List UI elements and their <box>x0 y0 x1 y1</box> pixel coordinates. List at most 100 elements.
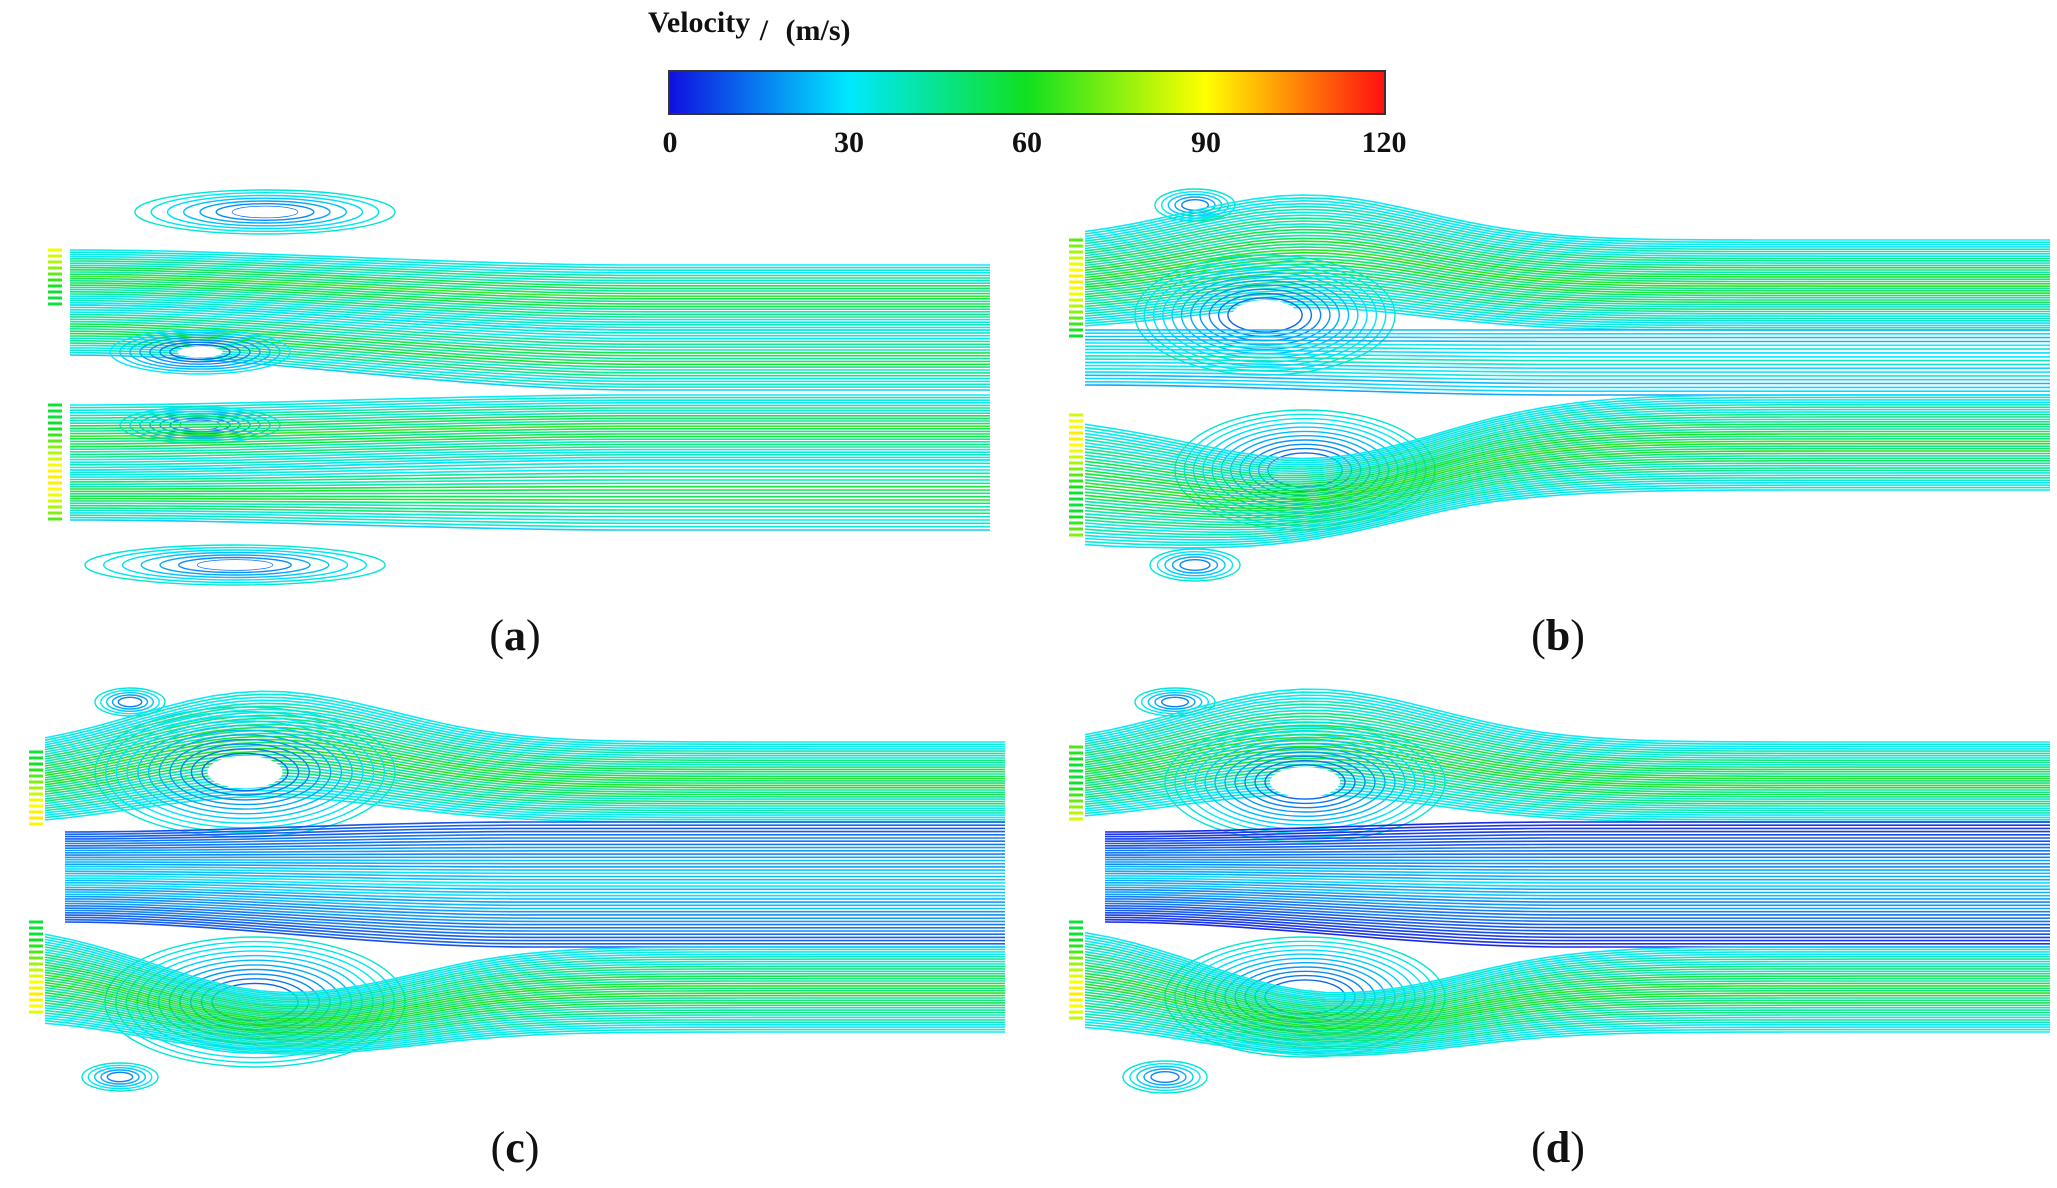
vortex-ring <box>121 549 349 581</box>
streamline <box>1084 1013 2050 1048</box>
vortex-ring <box>100 689 160 715</box>
streamline <box>1084 228 2050 269</box>
streamline <box>69 286 990 310</box>
streamline <box>1104 824 2050 836</box>
streamline <box>1084 455 2050 515</box>
streamline <box>1084 447 2050 507</box>
streamline <box>1084 950 2050 1007</box>
streamline <box>69 351 990 388</box>
vortex-ring <box>215 203 315 222</box>
streamline <box>1084 757 2050 796</box>
streamline <box>1104 895 2050 913</box>
streamline <box>1084 1002 2050 1041</box>
streamline <box>1104 902 2050 923</box>
streamline <box>1104 843 2050 849</box>
streamline <box>1084 956 2050 1010</box>
vortex-core <box>1165 698 1185 706</box>
streamline <box>70 409 990 422</box>
streamline <box>1084 715 2050 764</box>
streamline <box>65 834 1005 842</box>
streamline <box>69 313 990 343</box>
streamline <box>65 865 1005 871</box>
streamline-panel-a <box>40 180 1000 590</box>
streamline <box>1084 940 2050 1000</box>
streamline-plot-a <box>48 189 990 586</box>
streamline <box>1084 964 2050 1016</box>
streamline <box>1084 953 2050 1008</box>
vortex-core <box>121 698 139 706</box>
panel-label-a: (a) <box>489 611 541 660</box>
streamline <box>1105 853 2050 856</box>
streamline <box>44 768 1005 803</box>
streamline <box>70 485 990 490</box>
streamline <box>69 323 990 354</box>
streamline <box>1084 428 2050 490</box>
streamline <box>44 726 1005 771</box>
streamline <box>1085 338 2050 343</box>
streamline <box>70 435 990 448</box>
streamline <box>69 269 990 290</box>
streamline <box>44 741 1005 782</box>
vortex-ring <box>1143 1068 1187 1086</box>
streamline <box>65 882 1005 894</box>
streamline <box>69 249 990 266</box>
streamline <box>1104 914 2050 939</box>
streamline <box>70 425 990 437</box>
streamline <box>64 909 1005 932</box>
streamline <box>1084 220 2050 262</box>
streamline <box>1084 433 2050 494</box>
streamline <box>1084 214 2050 257</box>
streamline <box>1084 700 2050 752</box>
streamline <box>69 339 990 374</box>
streamline <box>69 325 990 357</box>
streamline <box>1084 205 2050 250</box>
vortex-ring <box>1129 1063 1201 1092</box>
streamline <box>70 420 990 432</box>
streamline <box>69 304 990 331</box>
streamline <box>1084 274 2050 306</box>
streamline <box>44 777 1005 810</box>
streamline <box>1084 401 2050 466</box>
streamline <box>69 277 990 300</box>
streamline <box>44 989 1005 1032</box>
streamline <box>1084 787 2050 819</box>
streamline <box>1084 199 2050 246</box>
streamline <box>44 981 1005 1027</box>
vortex-ring <box>1171 556 1219 574</box>
streamline <box>70 412 990 424</box>
streamline <box>1084 202 2050 248</box>
streamline <box>64 898 1005 916</box>
streamline-plot-b <box>1069 188 2050 582</box>
streamline <box>1105 834 2050 842</box>
streamline <box>1084 948 2050 1005</box>
streamline <box>69 253 990 271</box>
streamline <box>69 306 990 334</box>
streamline <box>70 396 990 409</box>
vortex-ring <box>1152 262 1378 368</box>
streamline <box>1084 246 2050 283</box>
streamline <box>1084 234 2050 274</box>
streamline <box>1084 295 2050 322</box>
vortex-ring <box>109 329 291 375</box>
streamline <box>70 512 990 521</box>
streamline <box>70 509 990 518</box>
vortex-core <box>1183 561 1207 569</box>
streamline <box>70 441 990 453</box>
streamline <box>1084 980 2050 1026</box>
streamline <box>64 884 1005 897</box>
streamline <box>1084 983 2050 1028</box>
streamline <box>1084 408 2050 473</box>
streamline <box>1084 248 2050 285</box>
vortex-ring <box>134 189 396 235</box>
streamline <box>1084 457 2050 517</box>
vortex-core <box>110 1073 130 1081</box>
streamline <box>44 714 1005 762</box>
vortex-core <box>207 755 283 789</box>
streamline <box>1084 959 2050 1012</box>
vortex-ring <box>1254 759 1356 805</box>
streamline <box>69 293 990 318</box>
streamline <box>1084 484 2050 544</box>
streamline <box>1084 194 2050 241</box>
vortex-ring <box>106 1071 134 1083</box>
